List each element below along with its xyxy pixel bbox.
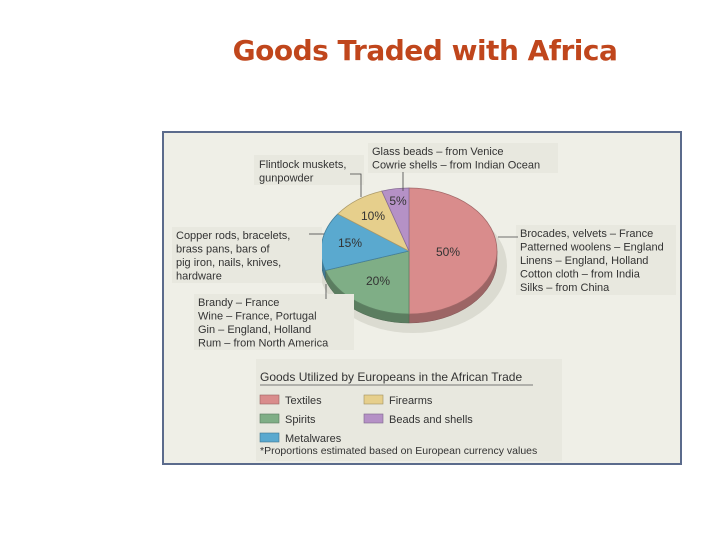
slice-label-firearms: 10% — [361, 209, 385, 223]
callout-metalwares-line-4: hardware — [176, 271, 222, 283]
callout-firearms-line-1: Flintlock muskets, — [259, 159, 346, 171]
slice-label-textiles: 50% — [436, 245, 460, 259]
callout-beads-line-2: Cowrie shells – from Indian Ocean — [372, 160, 540, 172]
callouts: Brocades, velvets – France Patterned wool… — [172, 143, 676, 350]
callout-spirits-line-1: Brandy – France — [198, 297, 279, 309]
callout-textiles-line-2: Patterned woolens – England — [520, 242, 664, 254]
legend-swatch-beads — [363, 413, 384, 424]
leader-line-firearms — [350, 173, 362, 197]
pie-slice-textiles — [408, 187, 498, 315]
legend-label-beads: Beads and shells — [389, 414, 473, 426]
legend-swatch-firearms — [363, 394, 384, 405]
callout-box-spirits — [194, 294, 354, 350]
slice-label-spirits: 20% — [366, 274, 390, 288]
callout-beads-line-1: Glass beads – from Venice — [372, 146, 503, 158]
callout-metalwares-line-2: brass pans, bars of — [176, 244, 270, 256]
legend-label-firearms: Firearms — [389, 395, 433, 407]
callout-box-textiles — [516, 225, 676, 295]
callout-spirits-line-4: Rum – from North America — [198, 338, 329, 350]
legend: Goods Utilized by Europeans in the Afric… — [256, 359, 562, 461]
legend-box — [256, 359, 562, 461]
callout-firearms-line-2: gunpowder — [259, 173, 314, 185]
slice-label-beads: 5% — [389, 194, 407, 208]
pie-slice-beads — [381, 187, 410, 252]
callout-textiles-line-1: Brocades, velvets – France — [520, 228, 653, 240]
legend-label-textiles: Textiles — [285, 395, 322, 407]
callout-box-metalwares — [172, 227, 322, 283]
legend-swatch-spirits — [259, 413, 280, 424]
callout-box-beads — [368, 143, 558, 173]
pie-chart: 50% 20% 15% 10% 5% Brocades, velvets – Franc… — [172, 143, 676, 461]
slide-title: Goods Traded with Africa — [232, 34, 618, 67]
pie-slice-spirits — [324, 250, 410, 315]
pie-slice-metalwares — [320, 213, 411, 271]
callout-spirits-line-2: Wine – France, Portugal — [198, 311, 317, 323]
legend-swatch-metalwares — [259, 432, 280, 443]
chart-figure: 50% 20% 15% 10% 5% Brocades, velvets – Franc… — [162, 131, 682, 465]
callout-textiles-line-4: Cotton cloth – from India — [520, 269, 641, 281]
legend-swatch-textiles — [259, 394, 280, 405]
pie-group: 50% 20% 15% 10% 5% — [319, 187, 507, 333]
callout-box-firearms — [254, 155, 364, 185]
chart-note: *Proportions estimated based on European… — [260, 445, 537, 457]
legend-label-metalwares: Metalwares — [285, 433, 342, 445]
slice-label-metalwares: 15% — [338, 236, 362, 250]
callout-metalwares-line-1: Copper rods, bracelets, — [176, 230, 290, 242]
callout-textiles-line-3: Linens – England, Holland — [520, 255, 648, 267]
legend-label-spirits: Spirits — [285, 414, 316, 426]
legend-title: Goods Utilized by Europeans in the Afric… — [260, 370, 522, 384]
callout-spirits-line-3: Gin – England, Holland — [198, 324, 311, 336]
callout-metalwares-line-3: pig iron, nails, knives, — [176, 257, 281, 269]
callout-textiles-line-5: Silks – from China — [520, 282, 610, 294]
